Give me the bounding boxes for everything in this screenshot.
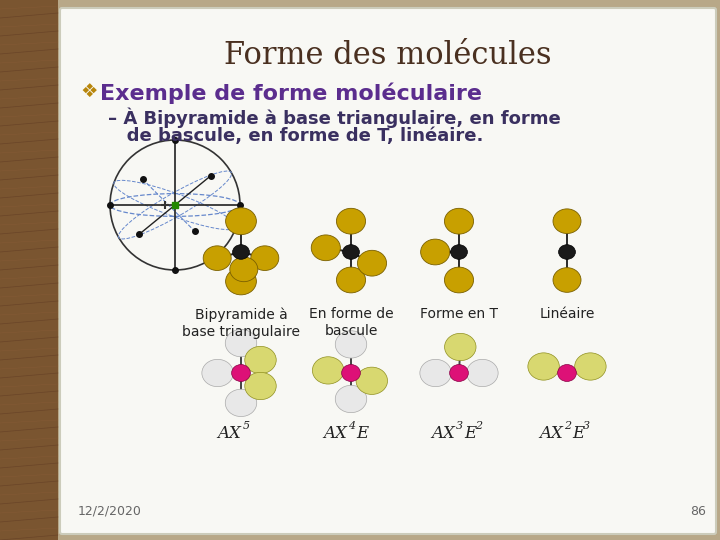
Ellipse shape xyxy=(449,364,469,381)
Text: ❖: ❖ xyxy=(80,82,97,101)
Ellipse shape xyxy=(553,209,581,233)
Ellipse shape xyxy=(245,373,276,400)
Text: 4: 4 xyxy=(348,421,355,431)
Text: Forme des molécules: Forme des molécules xyxy=(224,40,552,71)
Ellipse shape xyxy=(232,364,251,381)
Text: 2: 2 xyxy=(475,421,482,431)
Ellipse shape xyxy=(225,268,256,295)
Text: En forme de
bascule: En forme de bascule xyxy=(309,307,393,338)
FancyBboxPatch shape xyxy=(60,8,716,534)
Text: Bipyramide à
base triangulaire: Bipyramide à base triangulaire xyxy=(182,307,300,339)
Text: E: E xyxy=(464,425,476,442)
Text: AX: AX xyxy=(539,425,563,442)
Text: 2: 2 xyxy=(564,421,571,431)
Ellipse shape xyxy=(444,267,474,293)
Ellipse shape xyxy=(233,245,249,259)
Ellipse shape xyxy=(357,251,387,276)
Ellipse shape xyxy=(343,245,359,259)
Ellipse shape xyxy=(444,208,474,234)
Ellipse shape xyxy=(528,353,559,380)
Ellipse shape xyxy=(575,353,606,380)
Ellipse shape xyxy=(336,267,366,293)
Ellipse shape xyxy=(336,330,366,358)
Bar xyxy=(0,0,58,540)
Ellipse shape xyxy=(420,239,450,265)
Text: de bascule, en forme de T, linéaire.: de bascule, en forme de T, linéaire. xyxy=(108,127,483,145)
Ellipse shape xyxy=(557,364,577,381)
Ellipse shape xyxy=(467,359,498,387)
Ellipse shape xyxy=(225,329,257,357)
Ellipse shape xyxy=(420,359,451,387)
Text: 12/2/2020: 12/2/2020 xyxy=(78,505,142,518)
Text: – À Bipyramide à base triangulaire, en forme: – À Bipyramide à base triangulaire, en f… xyxy=(108,108,561,129)
Text: Exemple de forme moléculaire: Exemple de forme moléculaire xyxy=(100,82,482,104)
Text: AX: AX xyxy=(323,425,347,442)
Text: AX: AX xyxy=(431,425,455,442)
Ellipse shape xyxy=(336,208,366,234)
Text: 3: 3 xyxy=(456,421,463,431)
Ellipse shape xyxy=(312,357,344,384)
Ellipse shape xyxy=(336,386,366,413)
Ellipse shape xyxy=(203,246,231,271)
Ellipse shape xyxy=(251,246,279,271)
Ellipse shape xyxy=(444,333,476,361)
Text: Forme en T: Forme en T xyxy=(420,307,498,321)
Text: 86: 86 xyxy=(690,505,706,518)
Ellipse shape xyxy=(559,245,575,259)
Text: Linéaire: Linéaire xyxy=(539,307,595,321)
Ellipse shape xyxy=(225,208,256,235)
Ellipse shape xyxy=(225,389,257,416)
Text: 3: 3 xyxy=(583,421,590,431)
Text: E: E xyxy=(356,425,368,442)
Ellipse shape xyxy=(451,245,467,259)
Text: E: E xyxy=(572,425,584,442)
Text: AX: AX xyxy=(217,425,241,442)
Text: 5: 5 xyxy=(243,421,250,431)
Ellipse shape xyxy=(230,257,258,282)
Ellipse shape xyxy=(202,359,233,387)
Ellipse shape xyxy=(341,364,361,381)
Ellipse shape xyxy=(311,235,341,261)
Ellipse shape xyxy=(356,367,387,394)
Ellipse shape xyxy=(553,268,581,292)
Ellipse shape xyxy=(245,346,276,374)
